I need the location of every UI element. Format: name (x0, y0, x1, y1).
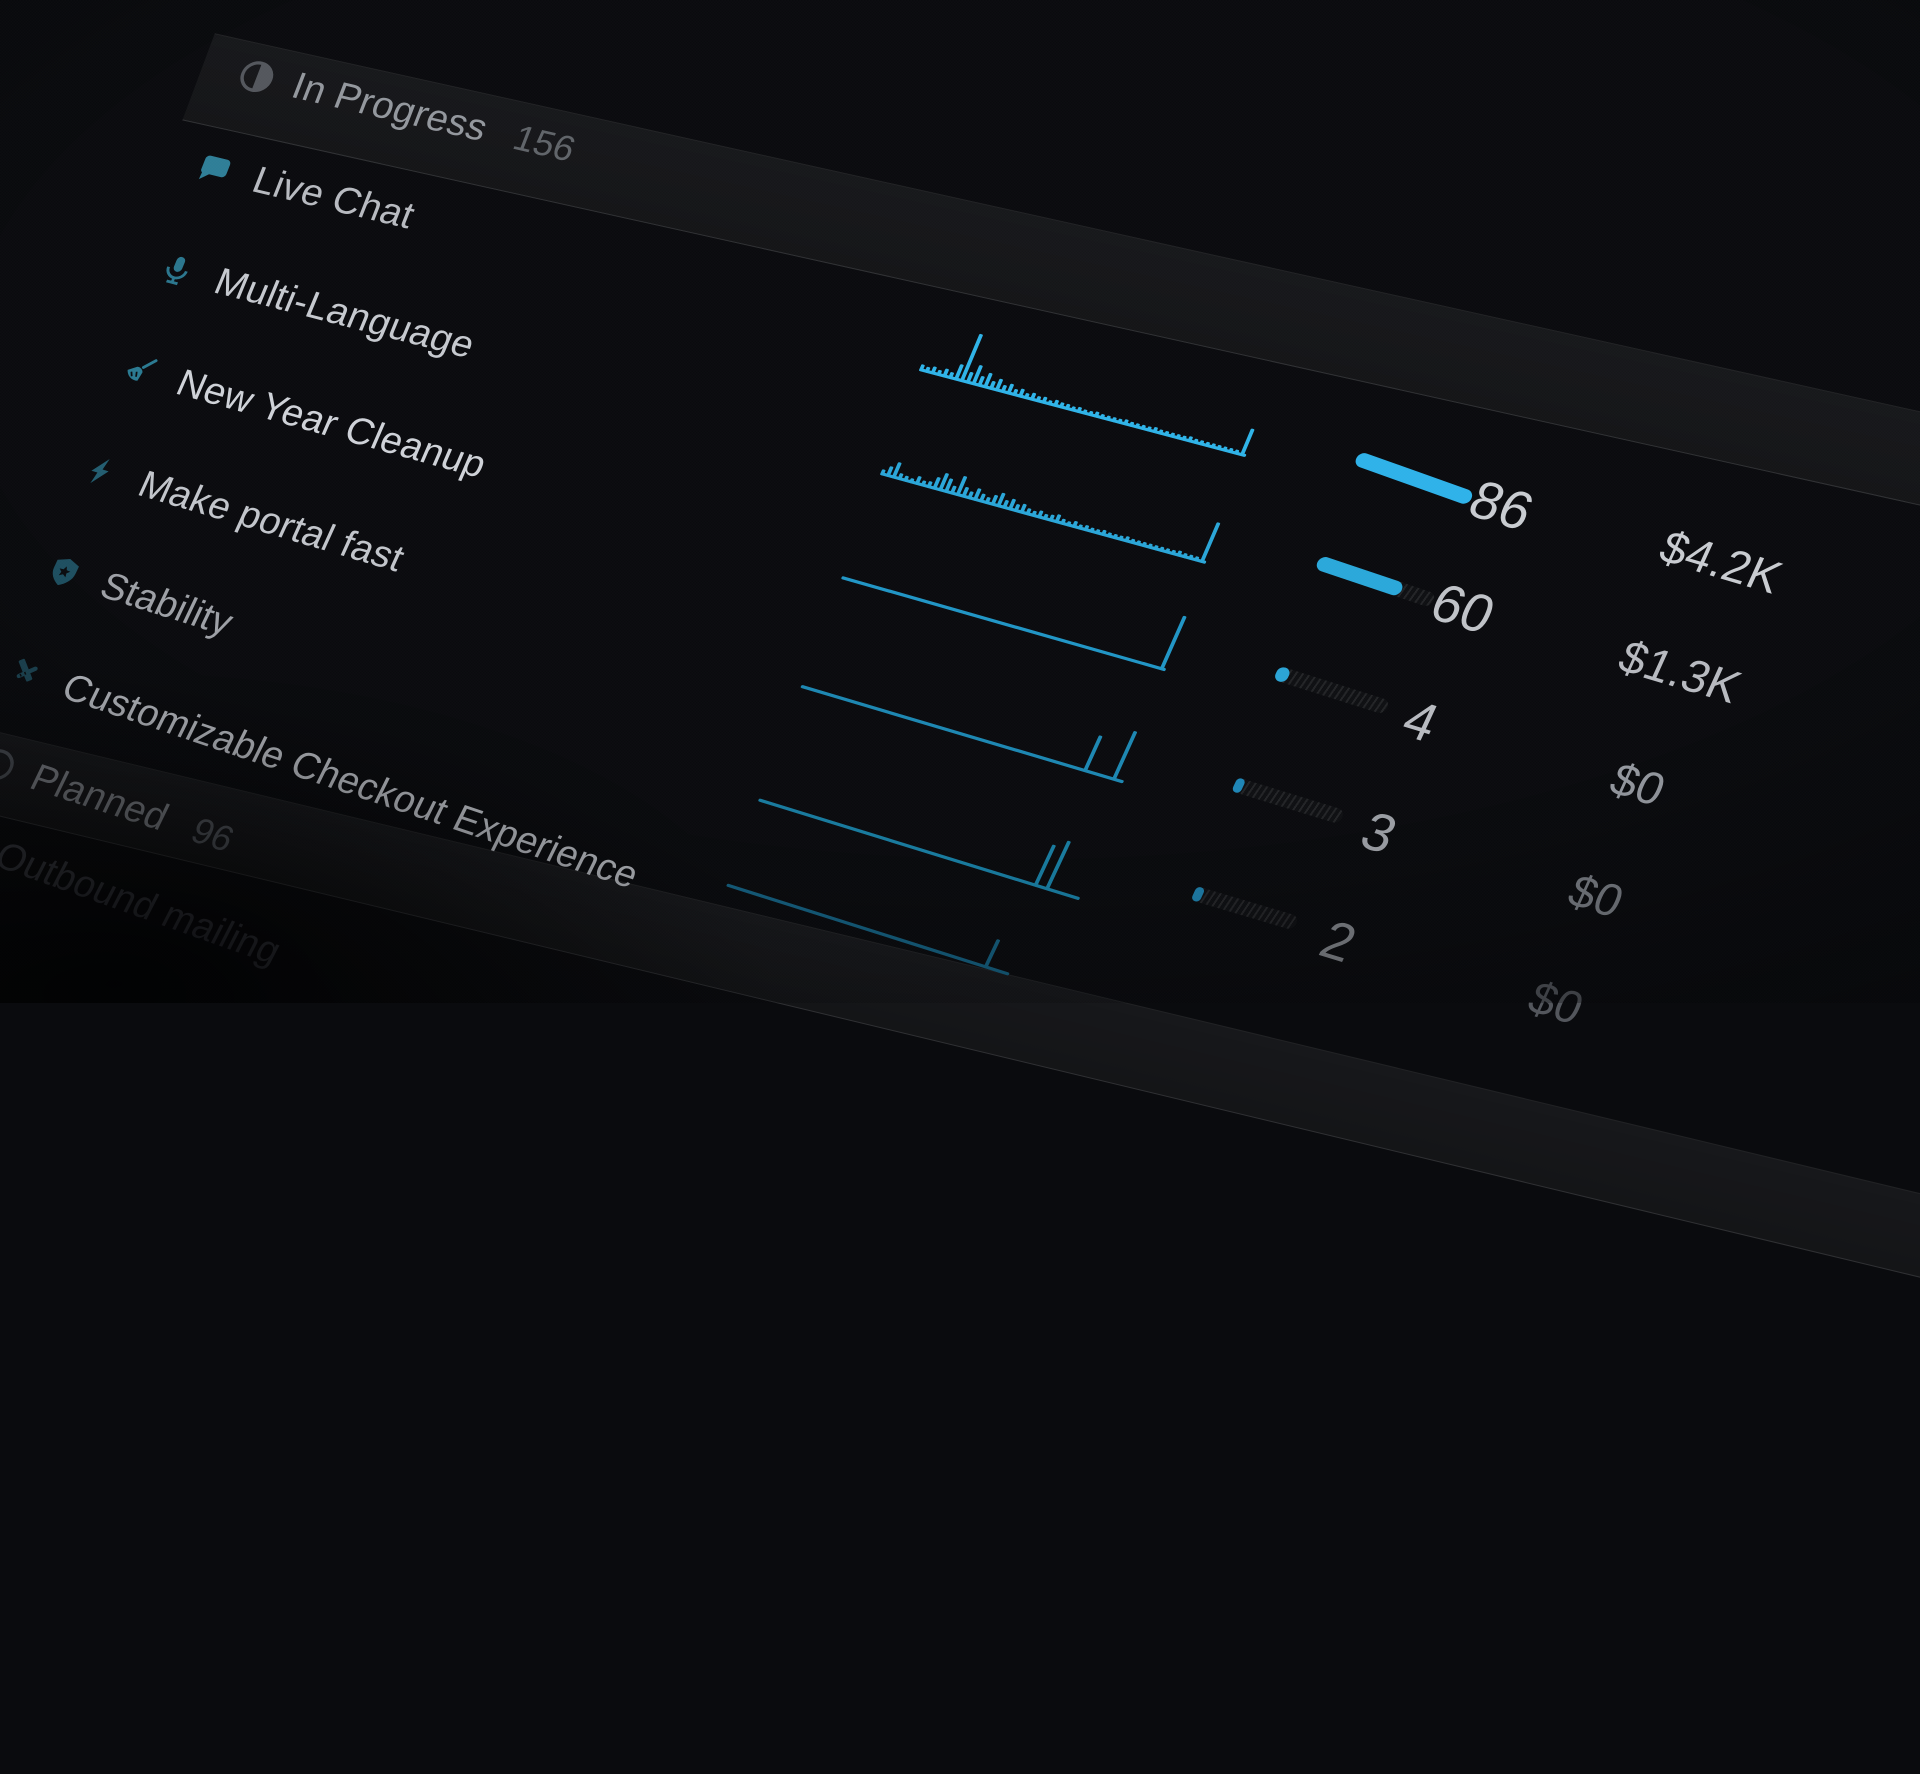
chat-bubble-icon (189, 147, 240, 192)
feature-row[interactable]: Multi-Language (148, 239, 484, 373)
score-value: 4 (1393, 689, 1448, 754)
revenue-value: $0 (1560, 864, 1633, 928)
score-bar-fill (1314, 555, 1406, 598)
lightning-icon (76, 449, 128, 495)
feature-label: New Year Cleanup (170, 361, 493, 486)
score-value: 2 (1311, 909, 1366, 974)
score-value: 3 (1351, 800, 1406, 866)
revenue-value: $0 (1602, 752, 1674, 816)
feature-label: Multi-Language (208, 260, 482, 367)
revenue-value: $4.2K (1652, 520, 1791, 604)
feature-row[interactable]: Stability (34, 541, 243, 651)
revenue-value: $1.3K (1611, 630, 1750, 713)
feature-label: Stability (93, 564, 240, 644)
design-tools-icon (0, 649, 53, 696)
circle-outline-icon (0, 738, 28, 792)
microphone-icon (151, 248, 202, 293)
shield-icon (38, 549, 90, 595)
broom-icon (113, 348, 165, 394)
feature-label: Make portal fast (131, 463, 411, 580)
score-value: 86 (1459, 469, 1543, 543)
feature-label: Live Chat (246, 159, 421, 237)
score-value: 60 (1421, 572, 1504, 646)
